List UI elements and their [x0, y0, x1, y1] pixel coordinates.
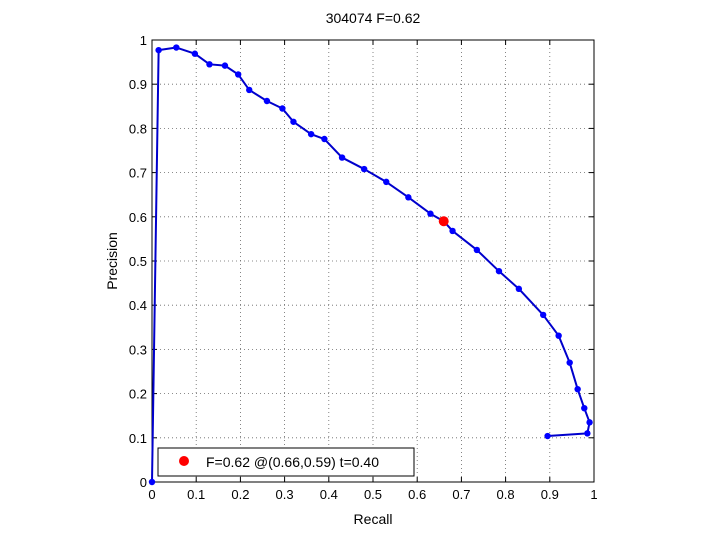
- pr-curve-point: [173, 44, 180, 51]
- pr-curve-point: [338, 154, 346, 161]
- pr-curve-point: [574, 385, 581, 393]
- pr-curve-point: [586, 419, 593, 426]
- legend-marker: [179, 456, 189, 466]
- pr-curve-point: [191, 50, 199, 57]
- y-axis-label: Precision: [104, 232, 120, 290]
- pr-curve-point: [566, 359, 573, 366]
- y-tick-label: 0.6: [129, 210, 147, 225]
- grid: [152, 40, 594, 482]
- pr-curve-point: [383, 178, 390, 186]
- x-tick-label: 0.6: [408, 487, 426, 502]
- pr-curve-point: [473, 246, 481, 254]
- pr-curve-point: [246, 86, 253, 94]
- y-tick-label: 0.9: [129, 77, 147, 92]
- x-tick-label: 0.8: [497, 487, 515, 502]
- y-tick-labels: 0 0.1 0.2 0.3 0.4 0.5 0.6 0.7 0.8 0.9 1: [129, 33, 147, 490]
- pr-curve-point: [279, 105, 286, 112]
- x-tick-label: 0.5: [364, 487, 382, 502]
- pr-curve-point: [206, 61, 213, 68]
- y-tick-label: 0.8: [129, 121, 147, 136]
- pr-curve-point: [321, 135, 328, 143]
- pr-curve-point: [449, 227, 456, 235]
- x-axis-label: Recall: [354, 511, 393, 527]
- pr-curve-point: [515, 285, 523, 293]
- pr-curve-point: [581, 404, 588, 412]
- pr-curve-point: [584, 430, 591, 437]
- y-tick-label: 1: [140, 33, 147, 48]
- pr-curve-point: [555, 332, 562, 339]
- pr-curve-point: [155, 46, 162, 54]
- pr-curve-point: [427, 210, 434, 217]
- y-tick-label: 0: [140, 475, 147, 490]
- y-tick-label: 0.5: [129, 254, 147, 269]
- y-tick-label: 0.4: [129, 298, 147, 313]
- pr-curve-point: [234, 71, 242, 78]
- pr-curve-point: [539, 311, 547, 319]
- legend-box: [157, 447, 415, 477]
- legend-label: F=0.62 @(0.66,0.59) t=0.40: [206, 454, 379, 470]
- y-tick-label: 0.1: [129, 431, 147, 446]
- pr-curve-point: [148, 478, 156, 486]
- pr-curve-point: [360, 165, 368, 173]
- x-tick-labels: 0 0.1 0.2 0.3 0.4 0.5 0.6 0.7 0.8 0.9 1: [148, 487, 597, 502]
- pr-curve-point: [495, 267, 503, 275]
- x-tick-label: 1: [590, 487, 597, 502]
- x-tick-label: 0.7: [452, 487, 470, 502]
- best-f-point: [438, 216, 449, 227]
- chart-title: 304074 F=0.62: [326, 10, 421, 26]
- y-tick-label: 0.7: [129, 166, 147, 181]
- pr-curve-point: [405, 194, 412, 201]
- x-tick-label: 0.9: [541, 487, 559, 502]
- y-tick-label: 0.2: [129, 387, 147, 402]
- legend: F=0.62 @(0.66,0.59) t=0.40: [157, 447, 415, 477]
- y-tick-label: 0.3: [129, 342, 147, 357]
- pr-curve-point: [544, 432, 551, 440]
- x-tick-label: 0.2: [231, 487, 249, 502]
- pr-curve-point: [263, 97, 271, 105]
- x-tick-label: 0.3: [276, 487, 294, 502]
- pr-curve-point: [307, 130, 315, 138]
- x-tick-label: 0.4: [320, 487, 338, 502]
- x-tick-label: 0.1: [187, 487, 205, 502]
- pr-curve-point: [290, 118, 297, 125]
- x-tick-label: 0: [148, 487, 155, 502]
- pr-curve-point: [221, 62, 229, 69]
